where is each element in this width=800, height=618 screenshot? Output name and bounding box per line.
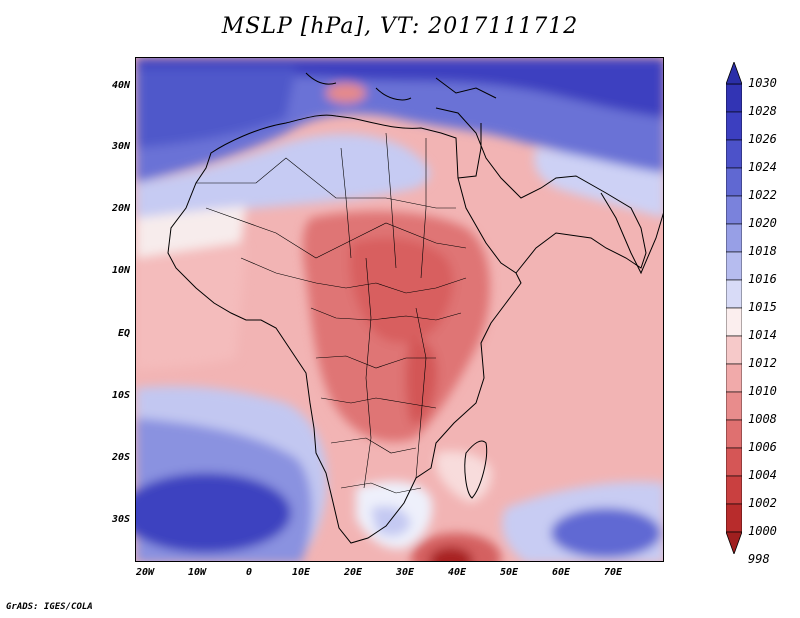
colorbar-label: 1008: [748, 412, 777, 426]
grads-credit: GrADS: IGES/COLA: [6, 602, 93, 612]
lon-label-30e: 30E: [395, 567, 415, 578]
lon-label-60e: 60E: [551, 567, 571, 578]
colorbar-label: 998: [748, 552, 770, 566]
colorbar-label: 1022: [748, 188, 777, 202]
lon-label-20w: 20W: [135, 567, 155, 578]
colorbar-swatch: [726, 111, 742, 141]
colorbar-label: 1024: [748, 160, 777, 174]
colorbar-swatches: [726, 83, 742, 533]
colorbar-swatch: [726, 503, 742, 533]
colorbar-swatch: [726, 279, 742, 309]
lat-label-30n: 30N: [111, 141, 130, 152]
colorbar-swatch: [726, 83, 742, 113]
colorbar-label: 1002: [748, 496, 777, 510]
colorbar-swatch: [726, 167, 742, 197]
colorbar-label: 1014: [748, 328, 777, 342]
colorbar: [726, 62, 742, 554]
colorbar-label: 1026: [748, 132, 777, 146]
lon-label-50e: 50E: [499, 567, 519, 578]
colorbar-label: 1030: [748, 76, 777, 90]
pressure-map: [135, 57, 664, 562]
lon-label-10e: 10E: [291, 567, 311, 578]
colorbar-label: 1015: [748, 300, 777, 314]
colorbar-label: 1006: [748, 440, 777, 454]
colorbar-swatch: [726, 223, 742, 253]
lat-label-10s: 10S: [111, 390, 130, 401]
colorbar-label: 1016: [748, 272, 777, 286]
colorbar-label: 1028: [748, 104, 777, 118]
colorbar-label: 1004: [748, 468, 777, 482]
colorbar-swatch: [726, 195, 742, 225]
colorbar-label: 1000: [748, 524, 777, 538]
colorbar-swatch: [726, 335, 742, 365]
lon-label-20e: 20E: [343, 567, 363, 578]
colorbar-swatch: [726, 475, 742, 505]
lat-label-30s: 30S: [111, 514, 130, 525]
borders: [196, 132, 467, 494]
colorbar-label: 1020: [748, 216, 777, 230]
colorbar-swatch: [726, 251, 742, 281]
lon-label-70e: 70E: [603, 567, 623, 578]
colorbar-bottom-arrow: [726, 531, 742, 554]
lat-label-eq: EQ: [117, 328, 130, 339]
colorbar-swatch: [726, 139, 742, 169]
colorbar-label: 1018: [748, 244, 777, 258]
lat-label-40n: 40N: [111, 80, 130, 91]
map-title: MSLP [hPa], VT: 2017111712: [221, 14, 579, 39]
colorbar-label: 1010: [748, 384, 777, 398]
lat-label-10n: 10N: [111, 265, 130, 276]
lon-label-0: 0: [245, 567, 253, 578]
lon-label-10w: 10W: [187, 567, 207, 578]
colorbar-label: 1012: [748, 356, 777, 370]
lon-label-40e: 40E: [447, 567, 467, 578]
colorbar-swatch: [726, 419, 742, 449]
colorbar-top-arrow: [726, 62, 742, 85]
lat-label-20n: 20N: [111, 203, 130, 214]
colorbar-swatch: [726, 307, 742, 337]
pressure-field: [136, 58, 663, 561]
lat-label-20s: 20S: [111, 452, 130, 463]
coastlines: [167, 72, 663, 544]
colorbar-swatch: [726, 363, 742, 393]
colorbar-swatch: [726, 391, 742, 421]
colorbar-swatch: [726, 447, 742, 477]
